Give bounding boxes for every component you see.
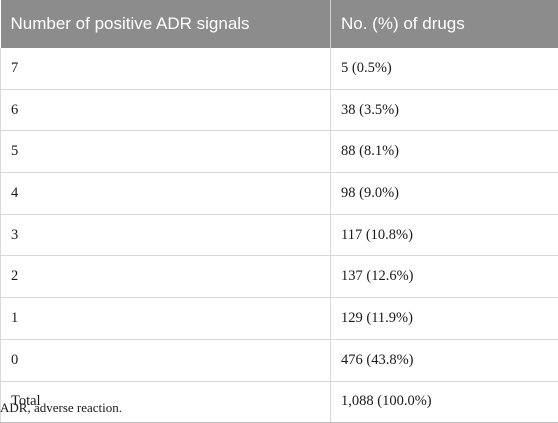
table-header: Number of positive ADR signals No. (%) o… [1, 0, 558, 48]
cell-signals: 3 [1, 214, 331, 256]
cell-drugs: 88 (8.1%) [331, 131, 558, 173]
cell-drugs: 137 (12.6%) [331, 256, 558, 298]
cell-signals: 7 [1, 48, 331, 89]
table-row: 0 476 (43.8%) [1, 339, 558, 381]
cell-drugs: 476 (43.8%) [331, 339, 558, 381]
table-row: 2 137 (12.6%) [1, 256, 558, 298]
cell-drugs: 1,088 (100.0%) [331, 381, 558, 423]
cell-drugs: 117 (10.8%) [331, 214, 558, 256]
cell-drugs: 5 (0.5%) [331, 48, 558, 89]
table-row: 5 88 (8.1%) [1, 131, 558, 173]
cell-signals: 5 [1, 131, 331, 173]
table-row: 7 5 (0.5%) [1, 48, 558, 89]
cell-drugs: 38 (3.5%) [331, 89, 558, 131]
cell-signals: 0 [1, 339, 331, 381]
table-row: 6 38 (3.5%) [1, 89, 558, 131]
table-row: 3 117 (10.8%) [1, 214, 558, 256]
table-body: 7 5 (0.5%) 6 38 (3.5%) 5 88 (8.1%) 4 98 … [1, 48, 558, 423]
cell-signals: 2 [1, 256, 331, 298]
header-cell-drugs: No. (%) of drugs [331, 0, 558, 48]
header-row: Number of positive ADR signals No. (%) o… [1, 0, 558, 48]
table-footnote: ADR, adverse reaction. [0, 400, 122, 416]
cell-drugs: 98 (9.0%) [331, 173, 558, 215]
table-row: 4 98 (9.0%) [1, 173, 558, 215]
cell-signals: 4 [1, 173, 331, 215]
header-cell-signals: Number of positive ADR signals [1, 0, 331, 48]
cell-drugs: 129 (11.9%) [331, 298, 558, 340]
cell-signals: 1 [1, 298, 331, 340]
table-row: 1 129 (11.9%) [1, 298, 558, 340]
cell-signals: 6 [1, 89, 331, 131]
